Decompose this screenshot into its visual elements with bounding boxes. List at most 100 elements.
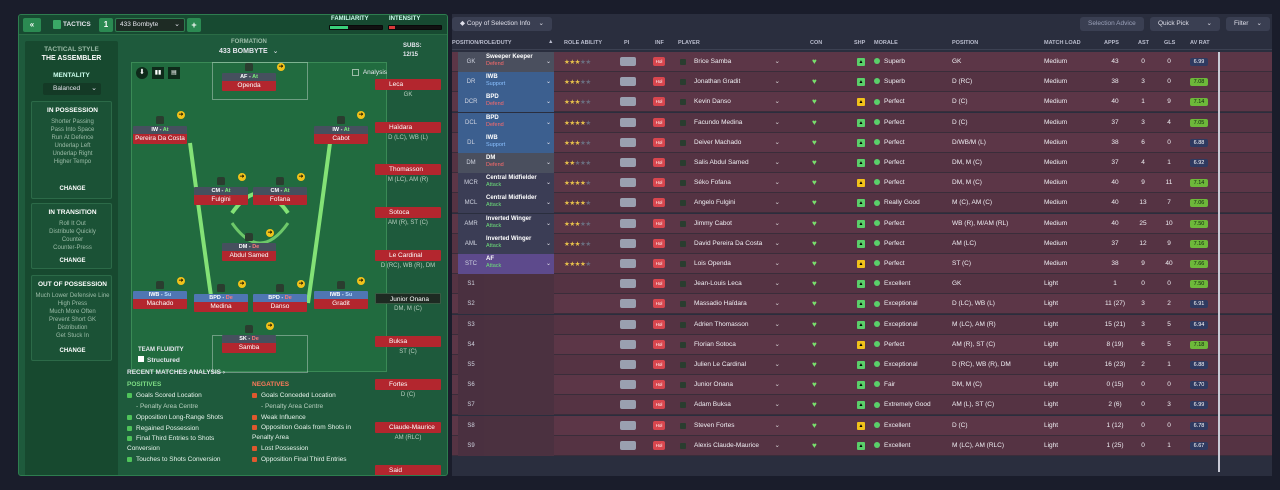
player-instructions-icon[interactable]	[620, 77, 636, 87]
role-cell[interactable]: Inverted Winger Attack ⌄	[484, 213, 554, 234]
player-name[interactable]: Steven Fortes ⌄	[678, 416, 784, 436]
info-icon[interactable]: ⬇	[136, 67, 148, 79]
table-row[interactable]: DL IWB Support ⌄ ★★★★★ Hol Deiver Machado ⌄ ♥ ▲ Pe…	[452, 132, 1272, 153]
role-cell[interactable]	[484, 435, 554, 456]
col-match-load[interactable]: MATCH LOAD	[1044, 40, 1081, 46]
col-player[interactable]: PLAYER	[678, 40, 700, 46]
selection-advice-button[interactable]: Selection Advice	[1080, 17, 1144, 31]
injury-flag-icon[interactable]: Hol	[653, 279, 665, 289]
analysis-toggle[interactable]: Analysis	[352, 67, 392, 79]
col-morale[interactable]: MORALE	[874, 40, 898, 46]
role-cell[interactable]: AF Attack ⌄	[484, 254, 554, 274]
player-name[interactable]: Jean-Louis Leca ⌄	[678, 274, 784, 294]
role-cell[interactable]	[484, 314, 554, 335]
col-pi[interactable]: PI	[624, 40, 630, 46]
table-row[interactable]: DCL BPD Defend ⌄ ★★★★★ Hol Facundo Medina ⌄ ♥ ▲ Pe…	[452, 112, 1272, 133]
table-row[interactable]: S7 Hol Adam Buksa ⌄ ♥ ▲ Extremely Good AM (L), …	[452, 395, 1272, 416]
add-tactic-button[interactable]: +	[187, 18, 201, 32]
injury-flag-icon[interactable]: Hol	[653, 440, 665, 450]
table-row[interactable]: S1 Hol Jean-Louis Leca ⌄ ♥ ▲ Excellent GK Light 1…	[452, 274, 1272, 295]
table-row[interactable]: S2 Hol Massadio Haïdara ⌄ ♥ ▲ Exceptional D (LC…	[452, 294, 1272, 315]
in-possession-change-button[interactable]: CHANGE	[59, 186, 86, 192]
player-instructions-icon[interactable]	[620, 218, 636, 228]
player-card-sk[interactable]: SK - De Samba	[222, 335, 276, 355]
player-instructions-icon[interactable]	[620, 420, 636, 430]
player-card-cm-left[interactable]: CM - At Fulgini	[194, 187, 248, 207]
player-instructions-icon[interactable]	[620, 360, 636, 369]
table-row[interactable]: DCR BPD Defend ⌄ ★★★★★ Hol Kevin Danso ⌄ ♥ ▲ Perfe…	[452, 92, 1272, 113]
injury-flag-icon[interactable]: Hol	[653, 97, 665, 107]
role-cell[interactable]	[484, 375, 554, 396]
role-cell[interactable]: BPD Defend ⌄	[484, 92, 554, 113]
injury-flag-icon[interactable]: Hol	[653, 57, 665, 66]
sub-player[interactable]: Fortes	[375, 379, 441, 390]
tactic-slot[interactable]: 1	[99, 18, 113, 32]
player-name[interactable]: Jonathan Gradit ⌄	[678, 72, 784, 92]
out-of-possession-change-button[interactable]: CHANGE	[59, 348, 86, 354]
table-row[interactable]: AMR Inverted Winger Attack ⌄ ★★★★★ Hol Jimmy C…	[452, 213, 1272, 234]
player-name[interactable]: Junior Onana ⌄	[678, 375, 784, 395]
notes-icon[interactable]: ▤	[168, 67, 180, 79]
injury-flag-icon[interactable]: Hol	[653, 117, 665, 127]
player-card-bpd-left[interactable]: BPD - De Medina	[194, 294, 248, 314]
table-row[interactable]: S8 Hol Steven Fortes ⌄ ♥ ▲ Excellent D (C) Light…	[452, 415, 1272, 436]
col-position[interactable]: POSITION	[952, 40, 979, 46]
table-row[interactable]: MCL Central Midfielder Attack ⌄ ★★★★★ Hol Ange…	[452, 193, 1272, 214]
sub-player[interactable]: Said	[375, 465, 441, 475]
sub-player[interactable]: Junior Onana	[375, 293, 441, 304]
player-card-dm[interactable]: DM - De Abdul Samed	[222, 243, 276, 263]
table-row[interactable]: DM DM Defend ⌄ ★★★★★ Hol Salis Abdul Samed ⌄ ♥ ▲ P…	[452, 153, 1272, 173]
player-name[interactable]: Séko Fofana ⌄	[678, 173, 784, 193]
player-instructions-icon[interactable]	[620, 319, 636, 329]
role-cell[interactable]	[484, 415, 554, 436]
sub-player[interactable]: Buksa	[375, 336, 441, 347]
in-transition-change-button[interactable]: CHANGE	[59, 258, 86, 264]
injury-flag-icon[interactable]: Hol	[653, 299, 665, 309]
injury-flag-icon[interactable]: Hol	[653, 259, 665, 268]
player-instructions-icon[interactable]	[620, 178, 636, 188]
sub-player[interactable]: Sotoca	[375, 207, 441, 218]
role-cell[interactable]	[484, 334, 554, 355]
role-cell[interactable]: Central Midfielder Attack ⌄	[484, 173, 554, 194]
player-instructions-icon[interactable]	[620, 137, 636, 147]
bar-chart-icon[interactable]: ▮▮	[152, 67, 164, 79]
analysis-title[interactable]: RECENT MATCHES ANALYSIS ›	[127, 369, 226, 376]
player-instructions-icon[interactable]	[620, 238, 636, 248]
injury-flag-icon[interactable]: Hol	[653, 238, 665, 248]
role-cell[interactable]: IWB Support ⌄	[484, 132, 554, 153]
player-instructions-icon[interactable]	[620, 97, 636, 107]
player-name[interactable]: Alexis Claude-Maurice ⌄	[678, 436, 784, 456]
injury-flag-icon[interactable]: Hol	[653, 218, 665, 228]
player-card-iwb-left[interactable]: IWB - Su Machado	[133, 291, 187, 311]
back-button[interactable]: «	[23, 18, 41, 32]
role-cell[interactable]: IWB Support ⌄	[484, 72, 554, 93]
sub-player[interactable]: Le Cardinal	[375, 250, 441, 261]
role-cell[interactable]: Inverted Winger Attack ⌄	[484, 233, 554, 254]
player-name[interactable]: Adam Buksa ⌄	[678, 395, 784, 415]
player-name[interactable]: Brice Samba ⌄	[678, 52, 784, 72]
player-name[interactable]: Deiver Machado ⌄	[678, 133, 784, 153]
player-card-af[interactable]: AF - At Openda	[222, 73, 276, 93]
table-row[interactable]: S3 Hol Adrien Thomasson ⌄ ♥ ▲ Exceptional M (LC…	[452, 314, 1272, 335]
sub-player[interactable]: Haïdara	[375, 122, 441, 133]
col-apps[interactable]: APPS	[1104, 40, 1119, 46]
sub-player[interactable]: Thomasson	[375, 164, 441, 175]
sub-player[interactable]: Claude-Maurice	[375, 422, 441, 433]
player-instructions-icon[interactable]	[620, 117, 636, 127]
view-select[interactable]: ◆ Copy of Selection Info ⌄	[452, 17, 552, 31]
col-av-rat[interactable]: AV RAT	[1190, 40, 1210, 46]
injury-flag-icon[interactable]: Hol	[653, 198, 665, 208]
player-name[interactable]: Adrien Thomasson ⌄	[678, 315, 784, 335]
player-instructions-icon[interactable]	[620, 440, 636, 450]
injury-flag-icon[interactable]: Hol	[653, 339, 665, 349]
col-inf[interactable]: INF	[655, 40, 664, 46]
player-instructions-icon[interactable]	[620, 198, 636, 208]
role-cell[interactable]	[484, 274, 554, 295]
player-instructions-icon[interactable]	[620, 259, 636, 268]
table-row[interactable]: AML Inverted Winger Attack ⌄ ★★★★★ Hol David P…	[452, 233, 1272, 254]
scrollbar[interactable]	[1218, 52, 1220, 472]
role-cell[interactable]	[484, 294, 554, 315]
player-instructions-icon[interactable]	[620, 299, 636, 309]
quick-pick-button[interactable]: Quick Pick ⌄	[1150, 17, 1220, 31]
player-card-cm-right[interactable]: CM - At Fofana	[253, 187, 307, 207]
